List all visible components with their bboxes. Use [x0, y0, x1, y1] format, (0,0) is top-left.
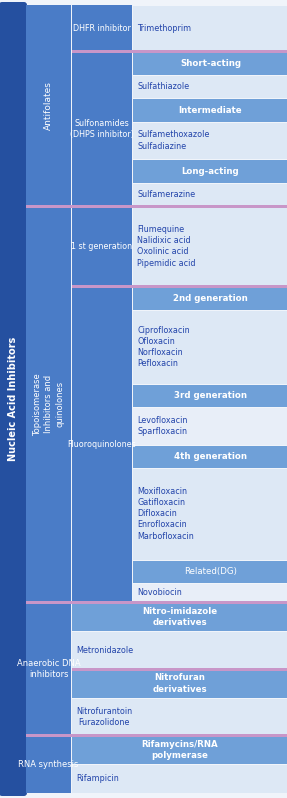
Bar	[26, 206, 71, 602]
Bar	[133, 123, 287, 160]
Bar	[133, 561, 287, 583]
Text: Anaerobic DNA
inhibitors: Anaerobic DNA inhibitors	[17, 659, 80, 679]
Bar	[133, 584, 287, 602]
Text: Trimethoprim: Trimethoprim	[137, 24, 191, 33]
Text: 1 st generation: 1 st generation	[71, 242, 133, 251]
Bar	[133, 160, 287, 183]
Bar	[72, 765, 287, 793]
Text: Fluoroquinolones: Fluoroquinolones	[68, 440, 136, 449]
Bar	[72, 52, 132, 206]
Text: Nucleic Acid Inhibitors: Nucleic Acid Inhibitors	[8, 337, 18, 461]
Text: Metronidazole: Metronidazole	[76, 646, 133, 655]
Bar	[26, 734, 287, 737]
Bar	[133, 288, 287, 310]
Bar	[133, 446, 287, 468]
Bar	[72, 286, 132, 602]
Bar	[72, 737, 287, 764]
Bar	[133, 76, 287, 98]
Text: Topoisomerase
Inhibitors and
quinolones: Topoisomerase Inhibitors and quinolones	[33, 373, 64, 436]
Text: Antifolates: Antifolates	[44, 81, 53, 130]
Bar	[72, 668, 287, 670]
Text: Nitrofurantoin
Furazolidone: Nitrofurantoin Furazolidone	[76, 707, 132, 727]
Text: Novobiocin: Novobiocin	[137, 588, 182, 598]
Text: Long-acting: Long-acting	[182, 167, 239, 176]
Bar	[72, 633, 287, 670]
Bar	[72, 5, 132, 52]
Text: Rifampicin: Rifampicin	[76, 774, 119, 783]
Bar	[72, 206, 132, 286]
Text: Levofloxacin
Sparfloxacin: Levofloxacin Sparfloxacin	[137, 416, 187, 436]
Bar	[26, 5, 71, 206]
Text: Sulfamerazine: Sulfamerazine	[137, 190, 195, 199]
Text: Sulfamethoxazole
Sulfadiazine: Sulfamethoxazole Sulfadiazine	[137, 130, 210, 151]
Bar	[133, 99, 287, 121]
Text: Nitrofuran
derivatives: Nitrofuran derivatives	[152, 674, 207, 693]
Bar	[26, 204, 287, 207]
Text: 4th generation: 4th generation	[174, 452, 247, 461]
FancyBboxPatch shape	[0, 2, 27, 796]
Text: Sulfathiazole: Sulfathiazole	[137, 82, 189, 91]
Text: Short-acting: Short-acting	[180, 59, 241, 68]
Text: 2nd generation: 2nd generation	[173, 294, 248, 303]
Text: Ciprofloxacin
Ofloxacin
Norfloxacin
Pefloxacin: Ciprofloxacin Ofloxacin Norfloxacin Pefl…	[137, 326, 190, 368]
Bar	[26, 602, 71, 736]
Bar	[72, 670, 287, 698]
Bar	[72, 286, 287, 288]
Bar	[72, 50, 287, 53]
Bar	[133, 207, 287, 286]
Bar	[133, 385, 287, 407]
Bar	[133, 53, 287, 75]
Bar	[26, 736, 71, 793]
Bar	[133, 469, 287, 559]
Text: Flumequine
Nalidixic acid
Oxolinic acid
Pipemidic acid: Flumequine Nalidixic acid Oxolinic acid …	[137, 225, 195, 267]
Bar	[72, 699, 287, 736]
Text: 3rd generation: 3rd generation	[174, 391, 247, 400]
Text: RNA synthesis: RNA synthesis	[18, 760, 79, 768]
Bar	[133, 184, 287, 206]
Text: Sulfonamides
(DHPS inhibitor): Sulfonamides (DHPS inhibitor)	[70, 119, 134, 139]
Bar	[72, 604, 287, 631]
Text: Related(DG): Related(DG)	[184, 567, 237, 576]
Bar	[133, 311, 287, 384]
Text: Rifamycins/RNA
polymerase: Rifamycins/RNA polymerase	[141, 740, 218, 760]
Text: Nitro-imidazole
derivatives: Nitro-imidazole derivatives	[142, 607, 217, 627]
Text: Intermediate: Intermediate	[179, 105, 242, 114]
Bar	[133, 6, 287, 52]
Text: Moxifloxacin
Gatifloxacin
Difloxacin
Enrofloxacin
Marbofloxacin: Moxifloxacin Gatifloxacin Difloxacin Enr…	[137, 488, 194, 540]
Bar	[26, 601, 287, 604]
Text: DHFR inhibitor: DHFR inhibitor	[73, 24, 131, 33]
Bar	[133, 408, 287, 444]
